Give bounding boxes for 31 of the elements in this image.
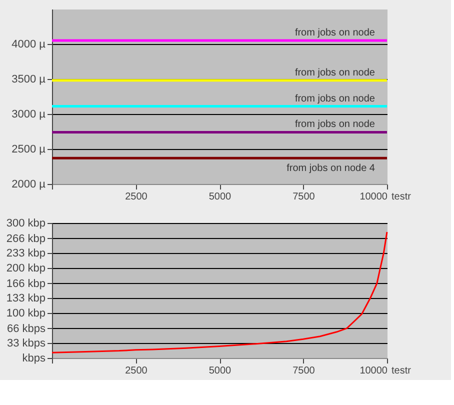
y-tick-label: 4000 µ (12, 38, 46, 50)
y-tick-label: 33 kbps (6, 338, 46, 350)
series-label: from jobs on node (294, 28, 376, 38)
y-tick-label: 266 kbp (6, 232, 46, 245)
y-tick-label: 66 kbps (6, 322, 46, 335)
line-series (51, 231, 388, 354)
y-tick-label: 100 kbp (6, 308, 46, 320)
x-axis-title: testr (392, 192, 412, 202)
x-tick-label: 5000 (208, 192, 232, 202)
series-label: from jobs on node (294, 119, 376, 130)
x-tick-label: 2500 (125, 192, 148, 202)
x-tick-label: 10000 (360, 366, 388, 376)
y-tick-label: kbps (22, 352, 46, 364)
y-tick-label: 133 kbp (6, 292, 46, 305)
y-tick-label: 2000 µ (12, 178, 46, 190)
series-label: from jobs on node (294, 67, 376, 78)
y-tick-label: 2500 µ (12, 144, 46, 156)
y-tick-label: 300 kbp (6, 218, 46, 230)
x-axis-title: testr (392, 366, 412, 376)
y-tick-label: 233 kbp (6, 248, 46, 260)
series-label: from jobs on node 4 (286, 163, 376, 174)
y-tick-label: 166 kbp (6, 278, 46, 290)
y-tick-label: 200 kbp (6, 262, 46, 274)
x-tick-label: 2500 (125, 366, 148, 376)
series-label: from jobs on node (294, 93, 376, 104)
x-tick-label: 7500 (292, 366, 316, 376)
y-tick-label: 3500 µ (12, 74, 46, 86)
y-tick-label: 3000 µ (12, 108, 46, 120)
x-tick-label: 10000 (360, 192, 388, 202)
x-tick-label: 7500 (292, 192, 316, 202)
x-tick-label: 5000 (208, 366, 232, 376)
